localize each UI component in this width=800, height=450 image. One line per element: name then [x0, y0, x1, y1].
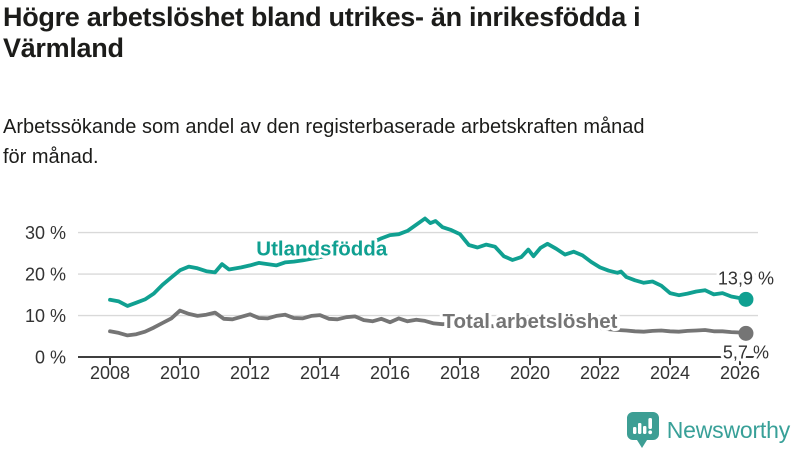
- series-label-utlandsfodda: Utlandsfödda: [256, 237, 388, 260]
- y-axis-tick-label: 20 %: [25, 265, 66, 285]
- x-axis-tick-label: 2008: [90, 363, 130, 383]
- chart-subtitle: Arbetssökande som andel av den registerb…: [3, 116, 645, 168]
- x-axis: 2008 2010 2012 2014 2016 2018 2020 2022 2024 2026: [78, 356, 760, 383]
- series-line-total-arbetsloshet: [108, 308, 748, 338]
- series-end-dot-utlandsfodda: [738, 291, 754, 307]
- chart-labels: Utlandsfödda 13,9 % Total arbetslöshet 5,7 …: [253, 234, 777, 365]
- end-value-label-utlandsfodda: 13,9 %: [718, 268, 774, 288]
- newsworthy-logo[interactable]: Newsworthy: [626, 410, 790, 450]
- x-axis-tick-label: 2014: [300, 363, 340, 383]
- x-axis-tick-label: 2026: [720, 363, 760, 383]
- x-axis-tick-label: 2012: [230, 363, 270, 383]
- newsworthy-wordmark: Newsworthy: [666, 416, 790, 443]
- x-axis-tick-label: 2018: [440, 363, 480, 383]
- x-axis-tick-label: 2024: [650, 363, 690, 383]
- x-axis-tick-label: 2022: [580, 363, 620, 383]
- chart-title: Högre arbetslöshet bland utrikes- än inr…: [3, 2, 641, 63]
- x-axis-tick-label: 2016: [370, 363, 410, 383]
- end-value-label-total-arbetsloshet: 5,7 %: [723, 342, 769, 362]
- x-axis-tick-label: 2020: [510, 363, 550, 383]
- series-end-dot-total-arbetsloshet: [738, 325, 754, 341]
- series-line-utlandsfodda: [108, 216, 748, 308]
- x-axis-tick-label: 2010: [160, 363, 200, 383]
- y-axis-tick-label: 30 %: [25, 223, 66, 243]
- series-label-total-arbetsloshet: Total arbetslöshet: [442, 310, 617, 333]
- gridlines: 0 % 10 % 20 % 30 %: [25, 223, 758, 368]
- y-axis-tick-label: 10 %: [25, 306, 66, 326]
- newsworthy-icon: [626, 412, 659, 448]
- y-axis-tick-label: 0 %: [35, 348, 66, 368]
- series-lines: [108, 216, 754, 341]
